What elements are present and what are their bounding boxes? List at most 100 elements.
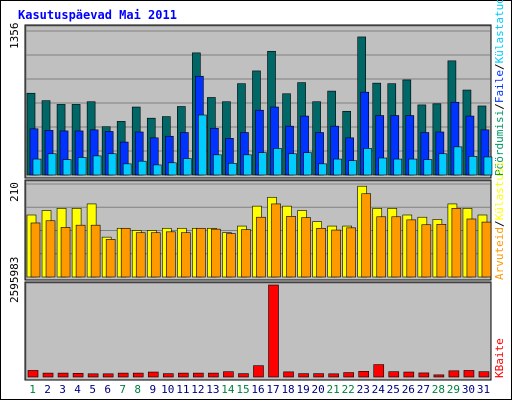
top-bar-külastatud-lehti xyxy=(77,157,87,176)
bottom-bar-kbaite xyxy=(448,370,460,378)
bottom-bar-kbaite xyxy=(57,372,69,378)
day-label: 4 xyxy=(74,383,81,396)
middle-bar-arvuteid xyxy=(346,227,356,278)
bottom-bar-kbaite xyxy=(193,372,204,378)
day-label: 29 xyxy=(447,383,460,396)
middle-bar-arvuteid xyxy=(150,232,161,278)
top-bar-külastatud-lehti xyxy=(453,146,463,176)
top-bar-külastatud-lehti xyxy=(273,148,282,176)
day-label: 15 xyxy=(236,383,249,396)
day-label: 7 xyxy=(119,383,126,396)
top-bar-külastatud-lehti xyxy=(318,163,327,176)
day-label: 8 xyxy=(134,383,141,396)
bottom-bar-kbaite xyxy=(358,371,370,378)
day-label: 27 xyxy=(417,383,430,396)
middle-bar-arvuteid xyxy=(226,233,236,278)
legend-separator: / xyxy=(493,63,506,70)
bottom-bar-kbaite xyxy=(27,370,39,378)
top-bar-külastatud-lehti xyxy=(32,158,42,176)
day-label: 10 xyxy=(161,383,174,396)
day-label: 5 xyxy=(89,383,96,396)
middle-bar-arvuteid xyxy=(421,224,432,278)
bottom-bar-kbaite xyxy=(433,374,445,378)
bottom-bar-kbaite xyxy=(328,373,339,378)
day-label: 12 xyxy=(191,383,204,396)
middle-bar-arvuteid xyxy=(331,229,341,278)
bottom-bar-kbaite xyxy=(313,373,324,378)
middle-bar-arvuteid xyxy=(45,220,56,278)
bottom-bar-kbaite xyxy=(117,372,129,378)
day-label: 24 xyxy=(372,383,386,396)
day-label: 25 xyxy=(387,383,400,396)
top-max-label: 1356 xyxy=(8,23,21,50)
top-bar-külastatud-lehti xyxy=(378,157,388,176)
day-label: 1 xyxy=(29,383,36,396)
middle-bar-arvuteid xyxy=(60,227,71,278)
middle-bar-arvuteid xyxy=(271,203,281,278)
bottom-bar-kbaite xyxy=(162,373,174,378)
middle-bar-arvuteid xyxy=(211,228,221,278)
day-label: 18 xyxy=(281,383,294,396)
bottom-bar-kbaite xyxy=(208,372,219,378)
bottom-bar-kbaite xyxy=(343,372,354,378)
middle-legend: Arvuteid/Külastusi xyxy=(493,161,506,280)
middle-bar-arvuteid xyxy=(241,229,251,278)
middle-bar-arvuteid xyxy=(301,217,311,278)
day-label: 23 xyxy=(357,383,370,396)
top-bar-külastatud-lehti xyxy=(303,152,312,176)
middle-bar-arvuteid xyxy=(75,224,86,278)
legend-item: Pöördumisi xyxy=(493,110,506,176)
bottom-bar-kbaite xyxy=(463,370,475,378)
bottom-bar-kbaite xyxy=(178,372,189,378)
day-label: 31 xyxy=(477,383,490,396)
bottom-bar-kbaite xyxy=(373,364,385,378)
middle-bar-arvuteid xyxy=(30,222,41,278)
top-bar-külastatud-lehti xyxy=(333,158,342,176)
middle-bar-arvuteid xyxy=(196,227,206,278)
day-label: 11 xyxy=(176,383,189,396)
day-label: 20 xyxy=(312,383,325,396)
top-bar-külastatud-lehti xyxy=(107,153,117,176)
bottom-bar-kbaite xyxy=(238,373,249,378)
top-bar-külastatud-lehti xyxy=(363,148,373,176)
bottom-plot-area xyxy=(24,281,492,381)
top-bar-külastatud-lehti xyxy=(183,158,192,176)
top-bar-külastatud-lehti xyxy=(258,152,267,176)
bottom-bar-kbaite xyxy=(388,371,400,378)
day-label: 9 xyxy=(149,383,156,396)
day-label: 19 xyxy=(296,383,309,396)
top-bar-külastatud-lehti xyxy=(408,158,418,176)
top-legend: Pöördumisi/Faile/Külastatud lehti xyxy=(493,0,506,176)
chart-title: Kasutuspäevad Mai 2011 xyxy=(18,8,177,22)
middle-bar-arvuteid xyxy=(181,232,191,278)
bottom-bar-kbaite xyxy=(478,371,490,378)
middle-bar-arvuteid xyxy=(406,219,417,278)
day-label: 28 xyxy=(432,383,445,396)
middle-bar-arvuteid xyxy=(316,227,326,278)
middle-bar-arvuteid xyxy=(120,227,131,278)
top-bar-külastatud-lehti xyxy=(423,159,433,176)
middle-bar-arvuteid xyxy=(165,231,176,278)
bottom-bar-kbaite xyxy=(298,373,309,378)
top-bar-külastatud-lehti xyxy=(438,153,448,176)
day-label: 16 xyxy=(251,383,264,396)
middle-bar-arvuteid xyxy=(481,221,492,278)
top-bar-külastatud-lehti xyxy=(393,158,403,176)
bottom-bar-kbaite xyxy=(223,371,234,378)
bottom-bar-kbaite xyxy=(72,372,84,378)
top-bar-külastatud-lehti xyxy=(243,154,252,176)
top-bar-külastatud-lehti xyxy=(348,160,357,176)
middle-bar-arvuteid xyxy=(105,239,116,278)
legend-separator: / xyxy=(493,103,506,110)
bottom-bar-kbaite xyxy=(283,371,294,378)
middle-bar-arvuteid xyxy=(286,216,296,278)
day-label: 2 xyxy=(44,383,51,396)
top-bar-külastatud-lehti xyxy=(62,159,72,176)
top-bar-külastatud-lehti xyxy=(468,156,478,176)
middle-bar-arvuteid xyxy=(466,218,477,278)
bottom-bar-kbaite xyxy=(147,371,159,378)
bottom-bar-kbaite xyxy=(42,372,54,378)
middle-max-label: 210 xyxy=(8,182,21,202)
bottom-bar-kbaite xyxy=(132,372,144,378)
middle-bar-arvuteid xyxy=(436,224,447,278)
